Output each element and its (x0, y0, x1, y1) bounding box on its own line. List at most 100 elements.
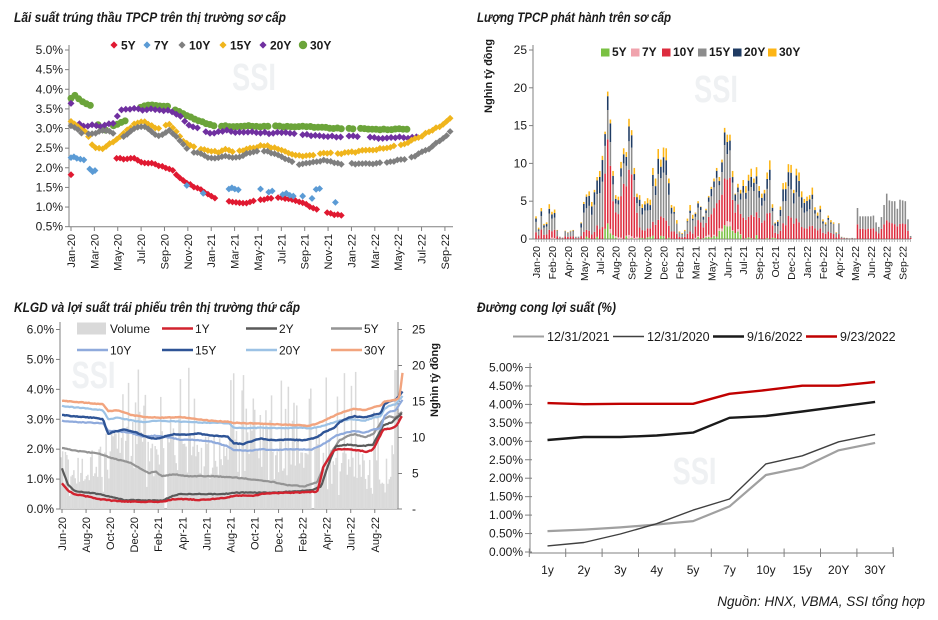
svg-text:10Y: 10Y (110, 344, 131, 358)
svg-text:Oct-21: Oct-21 (249, 517, 261, 550)
svg-text:15y: 15y (793, 563, 812, 577)
svg-text:May-21: May-21 (253, 234, 265, 271)
svg-text:4.0%: 4.0% (27, 382, 55, 396)
svg-text:Jun-22: Jun-22 (866, 246, 878, 278)
svg-text:30Y: 30Y (364, 344, 385, 358)
svg-text:15Y: 15Y (230, 39, 251, 53)
svg-text:3.5%: 3.5% (36, 102, 64, 116)
svg-text:0.50%: 0.50% (489, 527, 523, 541)
svg-text:Jul-22: Jul-22 (417, 234, 429, 264)
svg-text:SSI: SSI (232, 57, 276, 99)
svg-text:4.5%: 4.5% (36, 63, 64, 77)
svg-text:Apr-21: Apr-21 (177, 517, 189, 550)
svg-text:3.0%: 3.0% (36, 122, 64, 136)
svg-text:10: 10 (412, 431, 426, 445)
svg-text:Aug-20: Aug-20 (611, 246, 623, 280)
svg-text:Dec-20: Dec-20 (129, 517, 141, 552)
svg-text:4y: 4y (650, 563, 663, 577)
svg-text:Sep-21: Sep-21 (300, 234, 312, 269)
svg-text:Nov-20: Nov-20 (183, 234, 195, 269)
svg-text:3.0%: 3.0% (27, 412, 55, 426)
svg-text:12/31/2021: 12/31/2021 (547, 330, 610, 344)
svg-text:5.0%: 5.0% (27, 352, 55, 366)
svg-text:10Y: 10Y (673, 45, 694, 59)
svg-text:Jan-20: Jan-20 (531, 246, 543, 278)
svg-text:2Y: 2Y (279, 322, 294, 336)
svg-text:Jul-20: Jul-20 (136, 234, 148, 264)
svg-text:Dec-21: Dec-21 (786, 246, 798, 280)
svg-text:Mar-22: Mar-22 (370, 234, 382, 269)
svg-text:1.50%: 1.50% (489, 490, 523, 504)
svg-text:Feb-21: Feb-21 (153, 517, 165, 552)
svg-text:12/31/2020: 12/31/2020 (647, 330, 710, 344)
svg-text:May-20: May-20 (113, 234, 125, 271)
svg-text:10Y: 10Y (189, 39, 210, 53)
svg-text:Jun-21: Jun-21 (722, 246, 734, 278)
svg-text:Nghìn tỷ đồng: Nghìn tỷ đồng (429, 343, 441, 417)
svg-text:Aug-21: Aug-21 (225, 517, 237, 552)
svg-text:Volume: Volume (110, 322, 150, 336)
svg-text:Nguồn: HNX, VBMA, SSI tổng hợp: Nguồn: HNX, VBMA, SSI tổng hợp (717, 594, 925, 609)
svg-text:5Y: 5Y (612, 45, 627, 59)
svg-text:9/16/2022: 9/16/2022 (747, 330, 803, 344)
svg-text:30Y: 30Y (864, 563, 885, 577)
svg-text:Nghìn tỷ đồng: Nghìn tỷ đồng (483, 39, 495, 113)
svg-text:1y: 1y (541, 563, 554, 577)
svg-text:Mar-21: Mar-21 (230, 234, 242, 269)
svg-text:-: - (412, 502, 416, 516)
svg-text:Apr-22: Apr-22 (834, 246, 846, 278)
svg-text:Dec-20: Dec-20 (659, 246, 671, 280)
svg-text:Sep-21: Sep-21 (754, 246, 766, 280)
svg-text:SSI: SSI (694, 69, 738, 111)
svg-text:Jun-20: Jun-20 (57, 517, 69, 551)
svg-text:Jun-21: Jun-21 (201, 517, 213, 551)
svg-text:4.00%: 4.00% (489, 397, 523, 411)
svg-text:5: 5 (520, 194, 527, 208)
svg-text:Jan-22: Jan-22 (346, 234, 358, 268)
svg-text:Sep-22: Sep-22 (898, 246, 910, 280)
svg-text:May-20: May-20 (579, 246, 591, 281)
svg-text:5.0%: 5.0% (36, 43, 64, 57)
svg-text:15: 15 (412, 395, 426, 409)
svg-text:20: 20 (412, 359, 426, 373)
svg-text:Feb-20: Feb-20 (547, 246, 559, 279)
svg-text:Aug-20: Aug-20 (81, 517, 93, 552)
svg-text:20Y: 20Y (279, 344, 300, 358)
svg-text:1.0%: 1.0% (27, 472, 55, 486)
svg-text:1.5%: 1.5% (36, 180, 64, 194)
svg-text:Aug-22: Aug-22 (370, 517, 382, 552)
svg-text:SSI: SSI (72, 355, 116, 397)
svg-text:May-21: May-21 (706, 246, 718, 281)
svg-text:3.50%: 3.50% (489, 416, 523, 430)
svg-text:KLGD và lợi suất trái phiếu tr: KLGD và lợi suất trái phiếu trên thị trư… (14, 300, 300, 315)
svg-text:Jul-20: Jul-20 (595, 246, 607, 275)
svg-text:Nov-21: Nov-21 (323, 234, 335, 269)
svg-text:25: 25 (514, 43, 528, 57)
svg-text:9/23/2022: 9/23/2022 (840, 330, 896, 344)
svg-text:20Y: 20Y (744, 45, 765, 59)
svg-text:May-22: May-22 (393, 234, 405, 271)
svg-text:2.0%: 2.0% (36, 161, 64, 175)
svg-text:5Y: 5Y (364, 322, 379, 336)
svg-text:7y: 7y (723, 563, 736, 577)
svg-text:2.50%: 2.50% (489, 453, 523, 467)
svg-text:0.00%: 0.00% (489, 545, 523, 559)
svg-text:10y: 10y (756, 563, 775, 577)
svg-text:5Y: 5Y (121, 39, 136, 53)
svg-text:Sep-20: Sep-20 (159, 234, 171, 269)
svg-text:Feb-22: Feb-22 (298, 517, 310, 552)
svg-text:20Y: 20Y (270, 39, 291, 53)
svg-text:20Y: 20Y (828, 563, 849, 577)
svg-text:0.0%: 0.0% (27, 502, 55, 516)
svg-text:25: 25 (412, 323, 426, 337)
svg-text:Oct-21: Oct-21 (770, 246, 782, 278)
svg-text:15: 15 (514, 119, 528, 133)
svg-text:1.0%: 1.0% (36, 200, 64, 214)
svg-text:7Y: 7Y (154, 39, 169, 53)
svg-text:30Y: 30Y (779, 45, 800, 59)
svg-text:Jun-22: Jun-22 (346, 517, 358, 551)
svg-text:Mar-20: Mar-20 (89, 234, 101, 269)
svg-text:Sep-22: Sep-22 (440, 234, 452, 269)
svg-text:7Y: 7Y (642, 45, 657, 59)
svg-text:Aug-22: Aug-22 (882, 246, 894, 280)
